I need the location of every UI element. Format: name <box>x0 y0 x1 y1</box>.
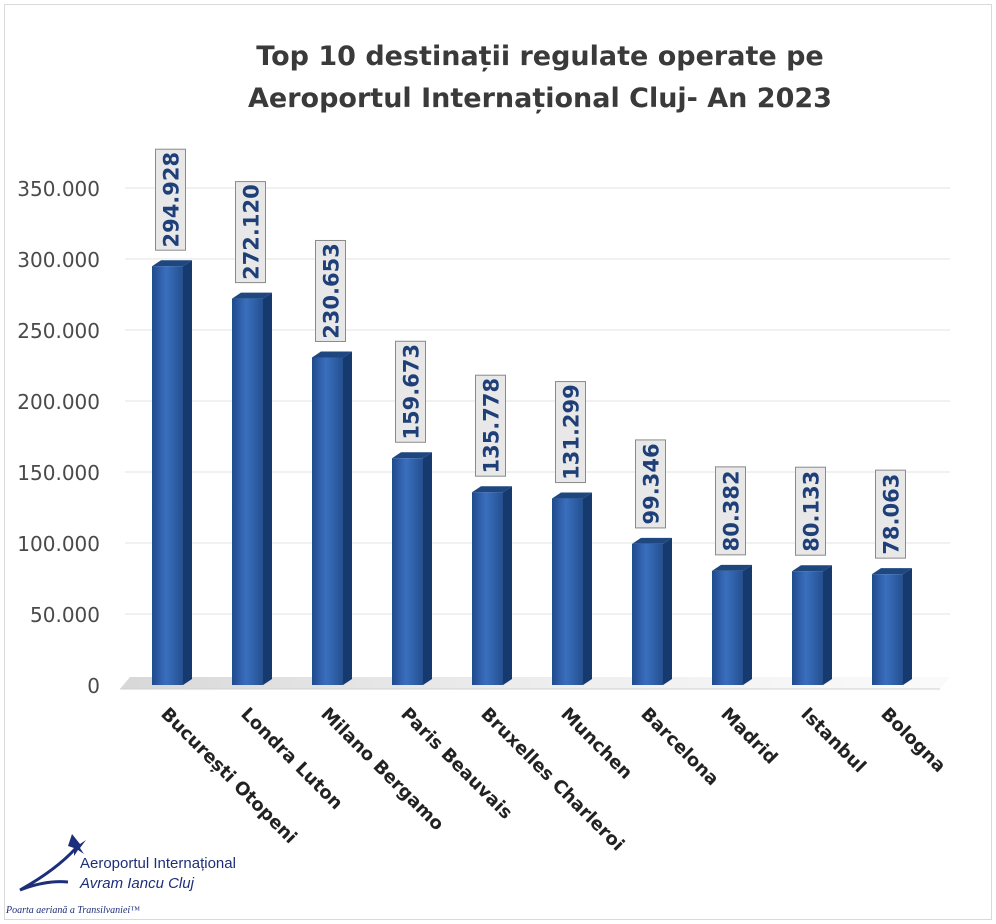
data-label-text: 99.346 <box>640 443 664 524</box>
x-category-label: Bruxelles Charleroi <box>476 704 628 856</box>
logo-tagline: Poarta aeriană a Transilvaniei™ <box>6 905 140 916</box>
y-tick-label: 200.000 <box>17 390 100 414</box>
data-label-box <box>875 469 906 559</box>
bar-side <box>823 565 832 685</box>
data-label-text: 80.133 <box>800 471 824 552</box>
chart-title-line1: Top 10 destinații regulate operate pe <box>256 41 824 72</box>
bar-top <box>712 564 752 571</box>
bar-side <box>743 564 752 685</box>
bar <box>232 292 272 685</box>
x-category-label: Istanbul <box>796 704 869 777</box>
bar <box>392 452 432 685</box>
y-tick-label: 300.000 <box>17 248 100 272</box>
bar-side <box>903 568 912 685</box>
data-label-box <box>315 239 346 342</box>
bar-top <box>552 492 592 499</box>
bar-top <box>392 452 432 459</box>
y-tick-label: 100.000 <box>17 532 100 556</box>
airplane-icon <box>68 834 86 856</box>
data-label: 78.063 <box>875 469 906 559</box>
bar-front <box>232 298 263 685</box>
bar-front <box>552 498 583 685</box>
bar <box>152 260 192 685</box>
bar-front <box>312 357 343 685</box>
y-tick-label: 50.000 <box>30 603 100 627</box>
y-tick-label: 350.000 <box>17 177 100 201</box>
data-label: 135.778 <box>475 374 506 477</box>
data-label-text: 78.063 <box>880 474 904 555</box>
logo-name-line2: Avram Iancu Cluj <box>80 875 194 892</box>
bar-side <box>583 492 592 685</box>
data-label-box <box>795 466 826 556</box>
data-label-text: 131.299 <box>560 384 584 480</box>
data-label: 272.120 <box>235 181 266 284</box>
bar-top <box>632 537 672 544</box>
bar-front <box>712 570 743 685</box>
data-label-box <box>235 181 266 284</box>
bar <box>712 564 752 685</box>
bar-side <box>263 292 272 685</box>
bar-front <box>472 492 503 685</box>
airport-logo: Aeroportul Internațional Avram Iancu Clu… <box>6 820 266 920</box>
data-label: 80.133 <box>795 466 826 556</box>
bar-side <box>663 537 672 685</box>
data-label-box <box>475 374 506 477</box>
y-tick-label: 0 <box>87 674 100 698</box>
bar-side <box>343 351 352 685</box>
x-category-label: Barcelona <box>636 704 722 790</box>
x-category-label: Bologna <box>876 704 949 777</box>
bar-front <box>792 571 823 685</box>
chart-title-line2: Aeroportul Internațional Cluj- An 2023 <box>248 83 832 114</box>
data-label: 99.346 <box>635 439 666 529</box>
data-label-box <box>155 148 186 251</box>
bar-top <box>472 486 512 493</box>
data-label-text: 80.382 <box>720 470 744 551</box>
data-label-box <box>555 381 586 484</box>
data-label-text: 230.653 <box>320 243 344 339</box>
x-category-label: Munchen <box>556 704 636 784</box>
data-label-box <box>635 439 666 529</box>
bar-front <box>152 266 183 685</box>
data-label-box <box>715 466 746 556</box>
bar-top <box>792 565 832 572</box>
y-tick-label: 250.000 <box>17 319 100 343</box>
bar-top <box>312 351 352 358</box>
bar <box>632 537 672 685</box>
bar <box>472 486 512 685</box>
x-category-label: Madrid <box>716 704 781 769</box>
bar <box>792 565 832 685</box>
data-label-text: 294.928 <box>160 152 184 248</box>
bar <box>312 351 352 685</box>
data-label-text: 272.120 <box>240 184 264 280</box>
bar-top <box>232 292 272 299</box>
chart-title: Top 10 destinații regulate operate pe Ae… <box>180 36 900 120</box>
logo-name-line1: Aeroportul Internațional <box>80 855 236 872</box>
data-label-text: 159.673 <box>400 344 424 440</box>
bar-front <box>632 543 663 685</box>
data-label-box <box>395 340 426 443</box>
bar-top <box>872 568 912 575</box>
y-tick-label: 150.000 <box>17 461 100 485</box>
data-label: 131.299 <box>555 381 586 484</box>
bar <box>872 568 912 685</box>
data-label: 80.382 <box>715 466 746 556</box>
bar-front <box>872 574 903 685</box>
bar-side <box>503 486 512 685</box>
bar-side <box>423 452 432 685</box>
bar-side <box>183 260 192 685</box>
logo-emblem <box>19 834 86 892</box>
bar-top <box>152 260 192 267</box>
data-label: 159.673 <box>395 340 426 443</box>
data-label: 294.928 <box>155 148 186 251</box>
data-label-text: 135.778 <box>480 378 504 474</box>
bar-front <box>392 458 423 685</box>
data-label: 230.653 <box>315 239 346 342</box>
bar <box>552 492 592 685</box>
